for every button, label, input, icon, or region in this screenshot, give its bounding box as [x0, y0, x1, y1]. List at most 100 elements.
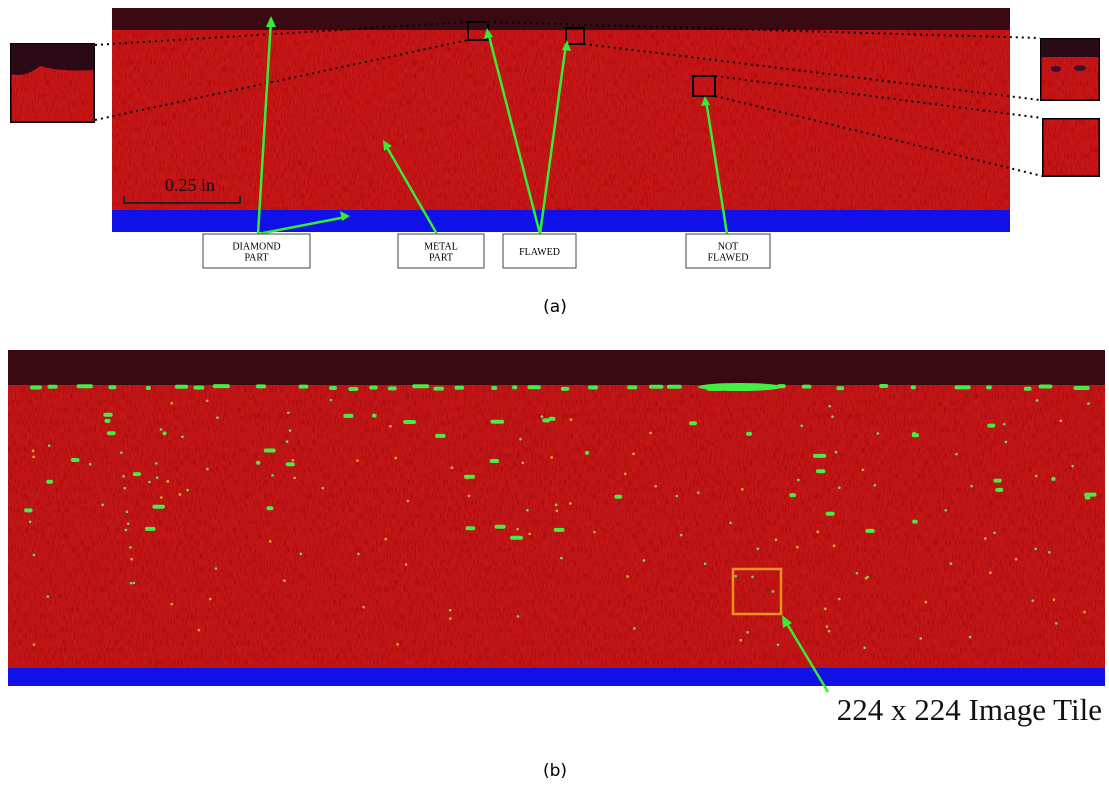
blob: [193, 386, 204, 390]
blob: [554, 528, 565, 532]
dot: [32, 450, 35, 453]
inset: [1040, 38, 1100, 101]
dot: [1036, 399, 1039, 402]
dot: [125, 529, 128, 532]
blob: [836, 386, 844, 390]
blob: [561, 387, 570, 391]
diamond-band: [112, 8, 1010, 32]
blob: [865, 529, 874, 533]
dot: [555, 509, 558, 512]
dot: [826, 625, 829, 628]
dot: [877, 432, 880, 435]
dot: [449, 609, 452, 612]
dot: [517, 615, 520, 618]
dot: [1015, 558, 1018, 561]
bottom-band: [8, 668, 1105, 686]
dot: [865, 577, 868, 580]
label-text: FLAWED: [708, 253, 749, 264]
blob: [412, 384, 429, 388]
blob: [627, 385, 637, 389]
blob: [789, 493, 796, 497]
blob: [71, 458, 80, 462]
blob: [256, 384, 266, 388]
dot: [46, 595, 49, 598]
blob: [816, 469, 826, 473]
blob: [435, 434, 446, 438]
dot: [170, 603, 173, 606]
scan-b: [8, 350, 1105, 686]
blob: [108, 385, 116, 389]
label-text: FLAWED: [519, 247, 560, 258]
dot: [729, 522, 732, 525]
blob: [510, 536, 523, 540]
blob: [614, 495, 622, 499]
label-boxes: [203, 234, 770, 268]
blob: [77, 384, 93, 388]
dot: [120, 451, 123, 454]
label-text: PART: [244, 253, 268, 264]
dot: [541, 415, 544, 418]
inset-image: [1042, 118, 1100, 177]
dot: [155, 462, 158, 465]
dot: [528, 533, 531, 536]
dot: [1083, 611, 1086, 614]
metal-region: [112, 30, 1010, 211]
dot: [757, 547, 760, 550]
dot: [777, 643, 780, 646]
dot: [741, 488, 744, 491]
dot: [633, 627, 636, 630]
dot: [1005, 441, 1008, 444]
dot: [468, 495, 471, 498]
dot: [704, 562, 707, 565]
blob: [588, 385, 598, 389]
dot: [838, 598, 841, 601]
dot: [950, 562, 953, 565]
dot: [122, 475, 125, 478]
dot: [796, 546, 799, 549]
dot: [216, 416, 219, 419]
dot: [856, 572, 859, 575]
blob: [879, 384, 888, 388]
dot: [828, 405, 831, 408]
scale-bar-label: 0.25 in: [165, 175, 215, 195]
blob: [286, 462, 295, 466]
diamond-band: [8, 350, 1105, 386]
blob: [911, 385, 916, 389]
dot: [824, 608, 827, 611]
blob: [995, 488, 1003, 492]
dot: [831, 415, 834, 418]
blob: [107, 431, 116, 435]
dot: [925, 601, 928, 604]
dot: [287, 411, 290, 414]
dot: [449, 617, 452, 620]
dot: [283, 579, 286, 582]
dot: [206, 468, 209, 471]
dot: [862, 468, 865, 471]
dot: [874, 484, 877, 487]
inset: [10, 43, 95, 123]
blob: [464, 475, 475, 479]
blob: [146, 386, 151, 390]
dot: [321, 487, 324, 490]
dot: [179, 493, 182, 496]
dot: [739, 639, 742, 642]
blob: [689, 421, 697, 425]
blob: [433, 387, 444, 391]
blob: [175, 385, 188, 389]
inset-flaw: [1051, 66, 1061, 72]
dot: [1031, 599, 1034, 602]
dot: [292, 459, 295, 462]
blob: [987, 424, 995, 428]
dot: [29, 520, 32, 523]
dot: [835, 451, 838, 454]
dot: [550, 456, 553, 459]
body: {"panel_a": {"scale_bar": "0.25 in", "la…: [0, 0, 1109, 785]
blob: [495, 525, 506, 529]
blob: [994, 479, 1002, 483]
dot: [944, 509, 947, 512]
blob: [490, 420, 504, 424]
blob: [490, 459, 499, 463]
dot: [148, 481, 151, 484]
blob: [105, 419, 111, 423]
dot: [289, 429, 292, 432]
